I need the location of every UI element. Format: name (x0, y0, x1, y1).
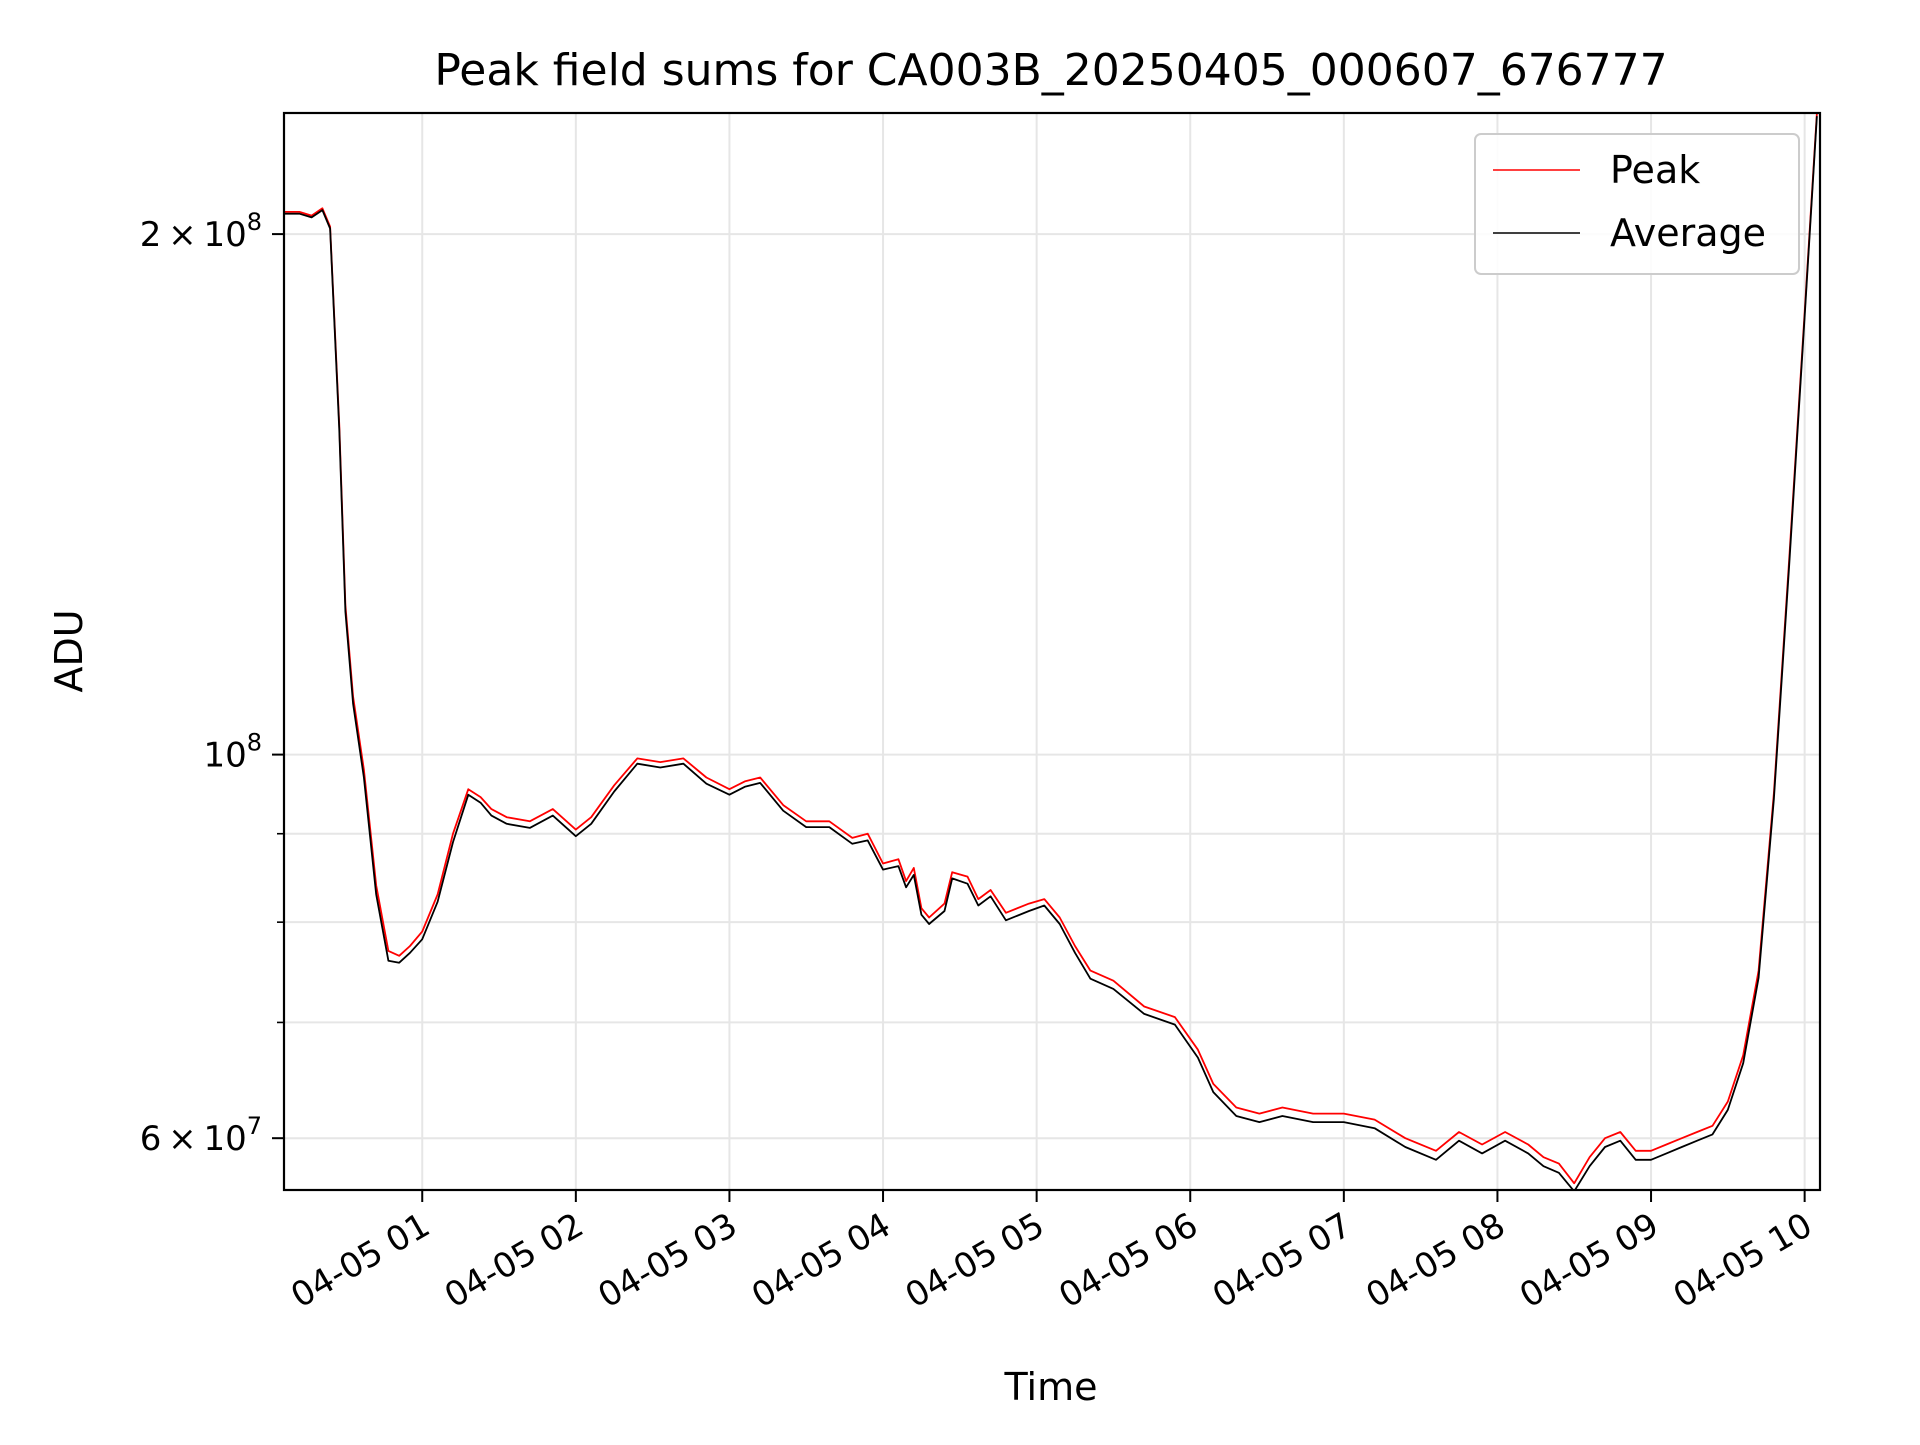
x-axis-label: Time (1004, 1365, 1098, 1409)
y-tick-label: 2 × 108 (140, 208, 262, 255)
series-line-average (284, 116, 1818, 1190)
x-tick-label: 04-05 10 (1667, 1205, 1819, 1316)
y-tick-label: 6 × 107 (140, 1112, 262, 1159)
x-tick-label: 04-05 08 (1360, 1205, 1512, 1316)
x-axis-ticks: 04-05 01 04-05 02 04-05 03 04-05 04 04-05 05… (284, 1190, 1819, 1316)
x-tick-label: 04-05 04 (745, 1205, 897, 1316)
series-layer (284, 113, 1818, 1190)
legend-box (1474, 133, 1800, 275)
plot-frame (282, 111, 1822, 1192)
legend-label-peak: Peak (1610, 148, 1700, 192)
chart-title: Peak field sums for CA003B_20250405_0006… (434, 45, 1667, 96)
y-tick-label: 108 (203, 729, 262, 776)
x-tick-label: 04-05 09 (1513, 1205, 1665, 1316)
x-tick-label: 04-05 02 (438, 1205, 590, 1316)
x-tick-label: 04-05 07 (1206, 1205, 1358, 1316)
series-line-peak (284, 113, 1818, 1185)
x-tick-label: 04-05 06 (1052, 1205, 1204, 1316)
legend-label-average: Average (1610, 211, 1766, 255)
x-tick-label: 04-05 01 (284, 1205, 436, 1316)
y-axis-label: ADU (47, 609, 91, 692)
x-tick-label: 04-05 05 (899, 1205, 1051, 1316)
legend: Peak Average (1474, 133, 1800, 275)
y-axis-ticks: 6 × 107 108 2 × 108 (140, 208, 284, 1159)
x-tick-label: 04-05 03 (592, 1205, 744, 1316)
